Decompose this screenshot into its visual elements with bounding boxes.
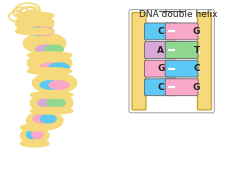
Text: G: G (156, 64, 164, 73)
Ellipse shape (49, 81, 69, 89)
Ellipse shape (49, 63, 69, 72)
Ellipse shape (24, 33, 65, 53)
Text: G: G (192, 27, 199, 36)
Ellipse shape (31, 130, 43, 139)
Ellipse shape (21, 141, 48, 147)
Ellipse shape (28, 53, 71, 73)
FancyBboxPatch shape (165, 42, 197, 58)
Ellipse shape (44, 45, 64, 54)
Text: A: A (157, 45, 164, 55)
Ellipse shape (21, 128, 48, 144)
Ellipse shape (40, 114, 56, 123)
Ellipse shape (26, 130, 38, 139)
FancyBboxPatch shape (197, 12, 210, 110)
Ellipse shape (21, 125, 48, 131)
Ellipse shape (39, 63, 60, 72)
FancyBboxPatch shape (131, 12, 145, 110)
FancyBboxPatch shape (128, 10, 213, 113)
Ellipse shape (29, 27, 46, 36)
Ellipse shape (28, 52, 71, 58)
FancyBboxPatch shape (165, 23, 197, 40)
Ellipse shape (28, 68, 71, 74)
Ellipse shape (33, 114, 49, 123)
Text: DNA double helix: DNA double helix (139, 10, 217, 19)
Text: T: T (192, 45, 199, 55)
Ellipse shape (31, 93, 72, 113)
FancyBboxPatch shape (144, 23, 176, 40)
Ellipse shape (16, 28, 53, 34)
Text: C: C (192, 64, 199, 73)
Ellipse shape (35, 45, 55, 54)
FancyBboxPatch shape (144, 79, 176, 96)
Ellipse shape (37, 98, 57, 107)
Ellipse shape (39, 81, 60, 89)
Ellipse shape (16, 12, 53, 18)
Text: G: G (192, 83, 199, 92)
Ellipse shape (16, 15, 53, 32)
Ellipse shape (37, 27, 54, 36)
Ellipse shape (31, 108, 72, 114)
Ellipse shape (33, 73, 76, 93)
Ellipse shape (46, 98, 65, 107)
FancyBboxPatch shape (144, 60, 176, 77)
FancyBboxPatch shape (144, 42, 176, 58)
FancyBboxPatch shape (165, 79, 197, 96)
Ellipse shape (31, 92, 72, 98)
Ellipse shape (27, 112, 62, 130)
FancyBboxPatch shape (165, 60, 197, 77)
Text: C: C (157, 27, 163, 36)
Text: C: C (157, 83, 163, 92)
